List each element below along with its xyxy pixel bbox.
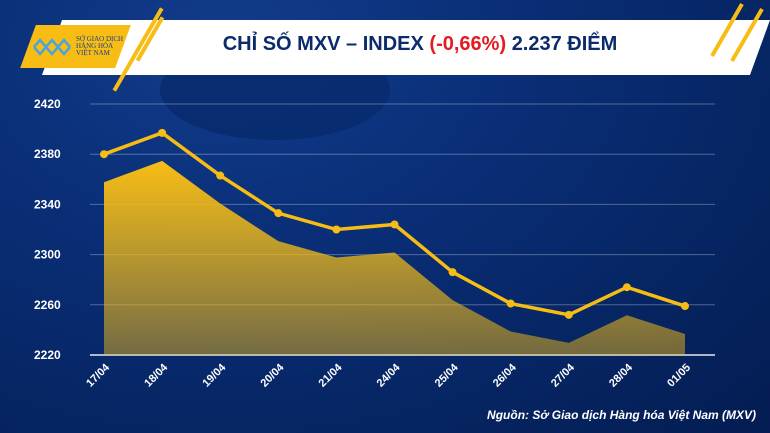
title-suffix: 2.237 ĐIỂM: [511, 33, 618, 55]
area-shadow: [104, 160, 685, 355]
x-tick-label: 01/05: [665, 362, 693, 390]
logo-mark-icon: [33, 37, 71, 56]
x-tick-label: 17/04: [84, 361, 113, 390]
y-tick-label: 2380: [34, 147, 61, 161]
logo-line: VIỆT NAM: [76, 49, 110, 57]
logo-line: SỞ GIAO DỊCH: [76, 35, 124, 43]
title-change: (-0,66%): [429, 33, 507, 55]
y-tick-label: 2300: [34, 248, 61, 262]
x-tick-label: 28/04: [607, 361, 636, 390]
data-point: [681, 302, 689, 311]
data-point: [274, 209, 283, 218]
x-tick-label: 25/04: [433, 361, 462, 390]
logo-text: SỞ GIAO DỊCH HÀNG HÓA VIỆT NAM: [76, 36, 123, 57]
y-tick-label: 2340: [34, 197, 61, 211]
source-note: Nguồn: Sở Giao dịch Hàng hóa Việt Nam (M…: [487, 408, 756, 422]
x-tick-label: 24/04: [375, 361, 404, 390]
data-point: [158, 128, 167, 137]
data-point: [622, 283, 631, 292]
logo-line: HÀNG HÓA: [76, 42, 114, 50]
x-tick-label: 20/04: [258, 361, 287, 390]
data-point: [390, 220, 399, 229]
data-point: [100, 150, 108, 159]
y-tick-label: 2260: [34, 298, 61, 312]
x-tick-label: 21/04: [317, 361, 346, 390]
data-point: [506, 299, 515, 308]
logo: SỞ GIAO DỊCH HÀNG HÓA VIỆT NAM: [32, 36, 123, 57]
x-tick-label: 19/04: [200, 361, 229, 390]
y-tick-label: 2220: [34, 348, 61, 362]
x-tick-label: 27/04: [549, 361, 578, 390]
data-point: [216, 171, 225, 180]
chart-title: CHỈ SỐ MXV – INDEX (-0,66%) 2.237 ĐIỂM: [160, 33, 680, 56]
y-tick-label: 2420: [34, 97, 61, 111]
x-tick-label: 18/04: [142, 361, 171, 390]
data-point: [448, 268, 457, 277]
data-point: [564, 310, 573, 319]
x-tick-label: 26/04: [491, 361, 520, 390]
title-prefix: CHỈ SỐ MXV – INDEX: [222, 33, 424, 55]
data-point: [332, 225, 341, 234]
